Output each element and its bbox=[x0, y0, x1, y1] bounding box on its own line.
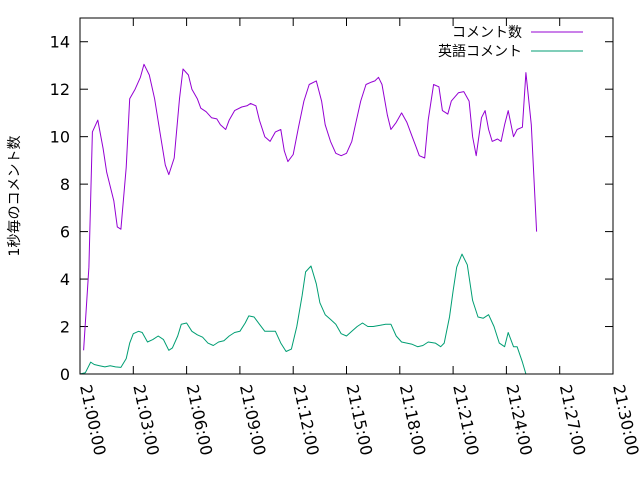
y-axis-ticks: 0 2 4 6 8 10 12 14 bbox=[50, 33, 613, 384]
y-tick-label: 2 bbox=[60, 318, 70, 337]
plot-frame bbox=[79, 17, 614, 375]
series-line-1 bbox=[79, 253, 527, 375]
y-tick-label: 14 bbox=[50, 33, 70, 52]
y-tick-label: 4 bbox=[60, 270, 70, 289]
legend-label: コメント数 bbox=[452, 25, 522, 41]
y-axis-label: 1秒毎のコメント数 bbox=[7, 136, 23, 257]
y-tick-label: 0 bbox=[60, 365, 70, 384]
series-line-0 bbox=[83, 63, 538, 351]
y-tick-label: 6 bbox=[60, 223, 70, 242]
y-tick-label: 12 bbox=[50, 80, 70, 99]
series-layer bbox=[79, 63, 538, 375]
y-tick-label: 10 bbox=[50, 128, 70, 147]
y-tick-label: 8 bbox=[60, 175, 70, 194]
legend-label: 英語コメント bbox=[438, 43, 522, 60]
